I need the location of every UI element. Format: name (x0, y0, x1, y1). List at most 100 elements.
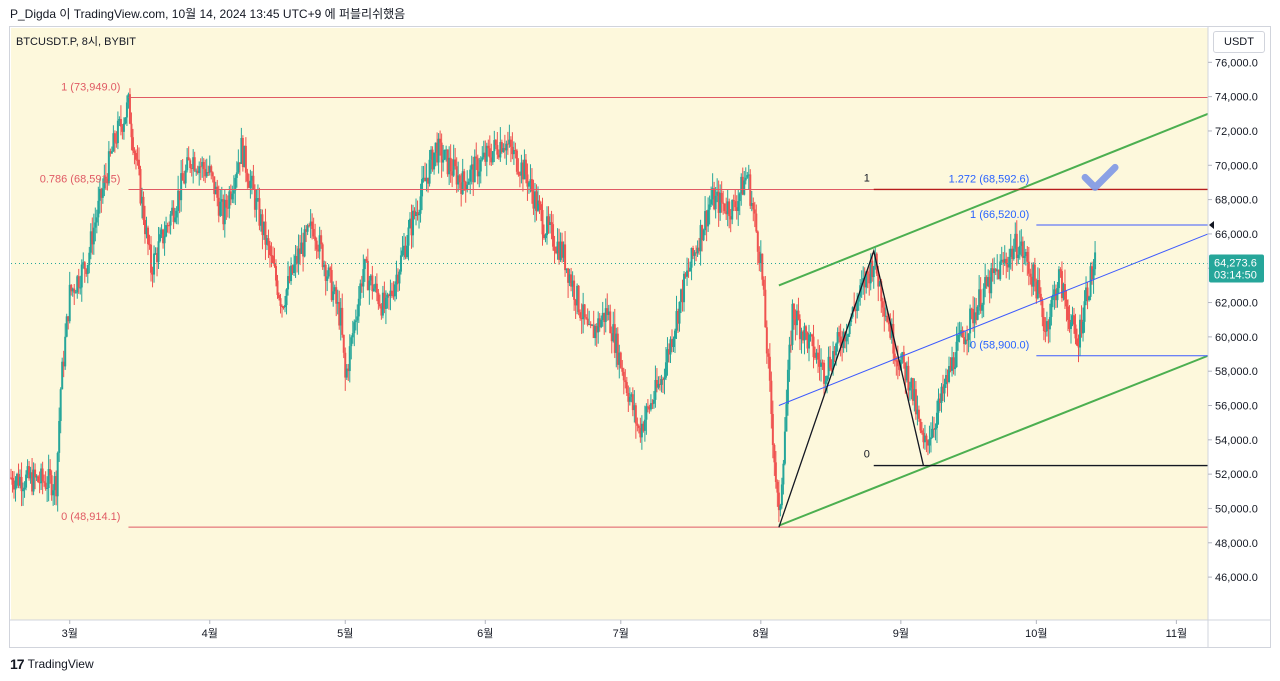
candle-body (265, 238, 268, 245)
tradingview-logo[interactable]: 17 TradingView (10, 656, 94, 672)
candle-body (50, 475, 53, 496)
candle-body (196, 170, 199, 174)
candle-body (1003, 258, 1006, 263)
candle-body (210, 166, 213, 173)
candle-body (803, 326, 806, 341)
candle-body (536, 200, 539, 211)
candle-body (1032, 264, 1035, 287)
candle-body (932, 428, 935, 430)
candle-body (975, 312, 978, 320)
candle-body (567, 268, 570, 283)
candle-body (434, 142, 437, 153)
candle-body (786, 369, 789, 405)
candle-body (1069, 322, 1072, 330)
fib-retracement-label: 0.786 (68,591.5) (40, 173, 121, 185)
candle-body (737, 201, 740, 211)
candle-body (479, 159, 482, 172)
candle-body (749, 174, 752, 206)
candle-body (187, 157, 190, 161)
candle-body (951, 357, 954, 371)
candle-body (600, 320, 603, 328)
candle-body (237, 162, 240, 173)
price-chart[interactable]: 1 (73,949.0) 0.786 (68,591.5) 0 (48,914.1)… (10, 27, 1270, 647)
symbol-label[interactable]: BTCUSDT.P, 8시, BYBIT (16, 36, 136, 48)
candle-body (1009, 248, 1012, 257)
candle-body (359, 283, 362, 299)
candle-body (25, 474, 28, 488)
candle-body (797, 310, 800, 320)
candle-body (552, 224, 555, 247)
candle-body (240, 137, 243, 164)
candle-body (338, 301, 341, 326)
candle-body (127, 94, 130, 103)
candle-body (493, 140, 496, 152)
candle-body (877, 273, 880, 287)
candle-body (559, 241, 562, 260)
candle-body (765, 327, 768, 354)
candle-body (771, 414, 774, 446)
price-tick-label: 48,000.0 (1215, 538, 1258, 550)
candle-body (41, 468, 44, 482)
candle-body (743, 180, 746, 195)
candle-body (273, 263, 276, 267)
price-tick-label: 50,000.0 (1215, 503, 1258, 515)
candle-body (643, 419, 646, 431)
candle-body (1062, 284, 1065, 299)
currency-selector[interactable]: USDT (1213, 31, 1265, 53)
candle-body (637, 425, 640, 429)
candle-body (201, 161, 204, 167)
candle-body (17, 473, 20, 486)
candle-body (571, 280, 574, 287)
time-tick-label: 7월 (613, 627, 629, 640)
candle-body (848, 321, 851, 335)
candle-body (972, 309, 975, 324)
candle-body (770, 380, 773, 415)
candle-body (1076, 338, 1079, 346)
candle-body (618, 352, 621, 365)
candle-body (94, 222, 97, 228)
candle-body (300, 242, 303, 254)
candle-body (473, 156, 476, 183)
candle-body (436, 142, 439, 163)
candle-body (535, 191, 538, 211)
candle-body (491, 151, 494, 163)
candle-body (244, 145, 247, 173)
fib-extension-label: 1.272 (68,592.6) (949, 173, 1030, 185)
candle-body (847, 334, 850, 338)
candle-body (274, 266, 277, 281)
candle-body (609, 311, 612, 334)
time-tick-label: 9월 (893, 627, 909, 640)
candle-body (475, 156, 478, 159)
candle-body (140, 196, 143, 204)
candle-body (377, 292, 380, 305)
candle-body (910, 378, 913, 388)
candle-body (520, 162, 523, 176)
candle-body (351, 333, 354, 338)
candle-body (675, 311, 678, 331)
candle-body (211, 172, 214, 177)
candle-body (1092, 269, 1095, 280)
candle-body (928, 439, 931, 446)
candle-body (91, 231, 94, 245)
candle-body (291, 265, 294, 273)
candle-body (276, 280, 279, 296)
candle-body (178, 190, 181, 201)
candle-body (67, 316, 70, 322)
candle-body (880, 281, 883, 302)
candle-body (147, 227, 150, 245)
candle-body (613, 324, 616, 353)
candle-body (907, 365, 910, 391)
candle-body (616, 333, 619, 365)
candle-body (476, 158, 479, 177)
candle-body (683, 273, 686, 303)
candle-body (1029, 273, 1032, 277)
candle-body (1045, 321, 1048, 332)
candle-body (43, 481, 46, 483)
candle-body (101, 188, 104, 198)
candle-body (586, 318, 589, 325)
candle-body (1017, 254, 1020, 258)
candle-body (311, 221, 314, 229)
candle-body (558, 241, 561, 260)
candle-body (109, 151, 112, 154)
candle-body (625, 382, 628, 394)
